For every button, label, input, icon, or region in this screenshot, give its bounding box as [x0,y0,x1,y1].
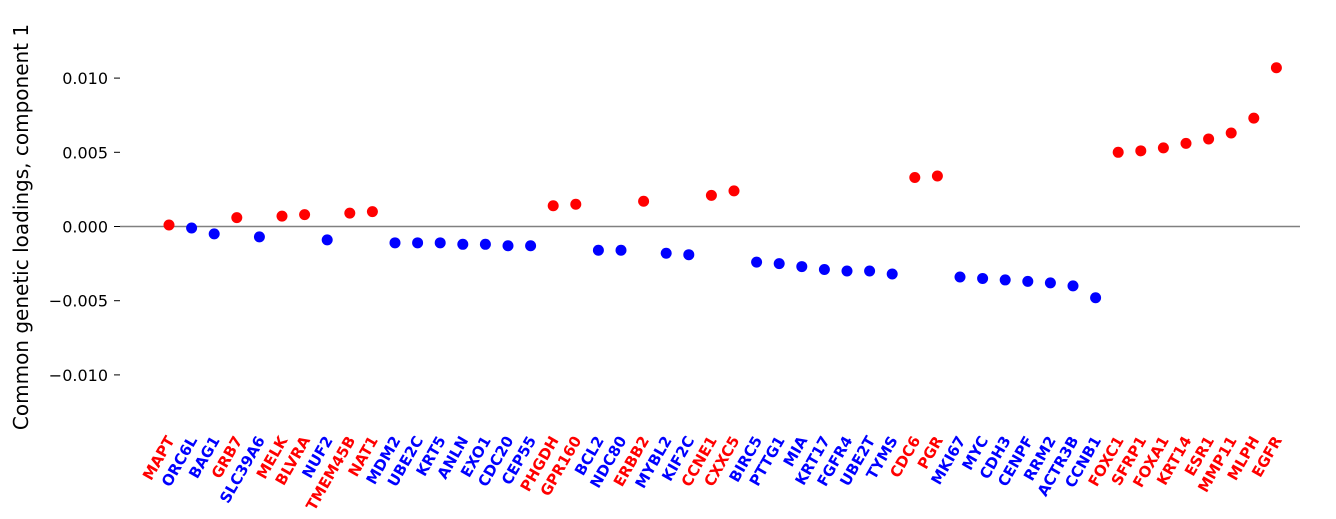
y-tick-label: 0.005 [62,143,108,162]
data-point-nat1 [366,206,378,218]
data-point-krt17 [818,264,830,276]
data-point-fgfr4 [841,265,853,277]
gene-labels: MAPTORC6LBAG1GRB7SLC39A6MELKBLVRANUF2TME… [139,432,1286,514]
data-points [163,62,1282,304]
data-point-ccnb1 [1090,292,1102,304]
data-point-pttg1 [773,258,785,270]
data-point-erbb2 [638,195,650,207]
data-point-slc39a6 [253,231,265,243]
data-point-birc5 [751,256,763,268]
data-point-cdc6 [909,172,921,184]
data-point-bcl2 [592,244,604,256]
data-point-mlph [1248,112,1260,124]
data-point-bag1 [208,228,220,240]
data-point-cdh3 [999,274,1011,286]
data-point-krt5 [434,237,446,249]
data-point-melk [276,210,288,222]
data-point-myc [977,272,989,284]
data-point-cxxc5 [728,185,740,197]
data-point-ube2c [412,237,424,249]
data-point-tmem45b [344,207,356,219]
data-point-mapt [163,219,175,231]
y-tick-label: −0.010 [49,366,108,385]
y-axis-title: Common genetic loadings, component 1 [9,24,33,430]
y-tick-label: −0.005 [49,292,108,311]
data-point-actr3b [1067,280,1079,292]
data-point-nuf2 [321,234,333,246]
data-point-pgr [931,170,943,182]
data-point-mybl2 [660,247,672,259]
y-tick-label: 0.000 [62,218,108,237]
data-point-mdm2 [389,237,401,249]
y-tick-label: 0.010 [62,69,108,88]
data-point-krt14 [1180,137,1192,149]
data-point-ccne1 [705,189,717,201]
data-point-grb7 [231,212,243,224]
data-point-blvra [299,209,311,221]
data-point-exo1 [479,238,491,250]
data-point-mki67 [954,271,966,283]
data-point-esr1 [1203,133,1215,145]
data-point-mmp11 [1225,127,1237,139]
data-point-anln [457,238,469,250]
data-point-tyms [886,268,898,280]
data-point-ube2t [864,265,876,277]
data-point-cep55 [525,240,537,252]
data-point-ndc80 [615,244,627,256]
data-point-gpr160 [570,198,582,210]
data-point-egfr [1270,62,1282,74]
data-point-foxc1 [1112,146,1124,158]
data-point-cdc20 [502,240,514,252]
data-point-sfrp1 [1135,145,1147,157]
data-point-rrm2 [1044,277,1056,289]
y-axis: −0.010 −0.005 0.000 0.005 0.010 [49,69,120,385]
data-point-cenpf [1022,275,1034,287]
data-point-phgdh [547,200,559,212]
data-point-orc6l [186,222,198,234]
data-point-foxa1 [1157,142,1169,154]
data-point-kif2c [683,249,695,261]
data-point-mia [796,261,808,273]
